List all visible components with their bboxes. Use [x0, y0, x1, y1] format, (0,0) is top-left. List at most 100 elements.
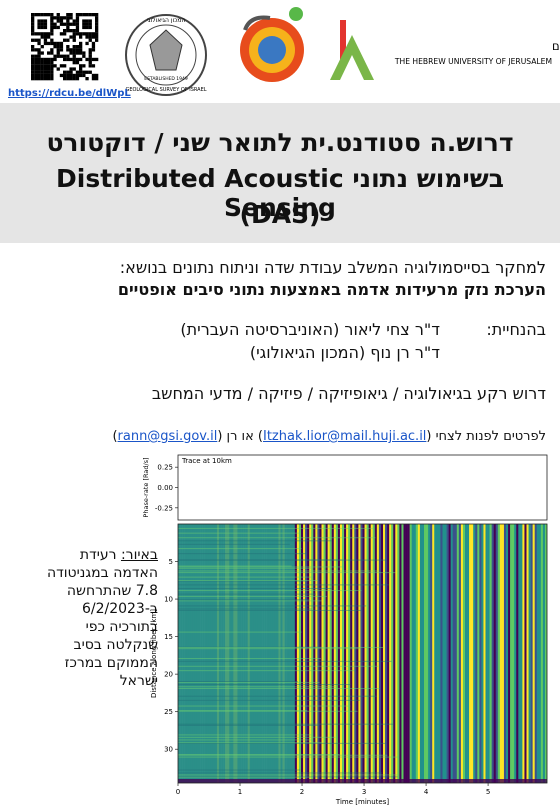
- qr-cell: [53, 64, 57, 68]
- qr-cell: [85, 32, 89, 36]
- heatmap-column: [415, 524, 419, 783]
- qr-cell: [95, 57, 99, 62]
- qr-cell: [63, 29, 67, 33]
- qr-cell: [56, 25, 60, 30]
- qr-cell: [79, 73, 83, 78]
- heatmap-column: [407, 524, 410, 783]
- x-tick-label: 2: [300, 788, 304, 796]
- email-link[interactable]: Itzhak.lior@mail.huji.ac.il: [262, 429, 427, 444]
- heatmap-streak: [178, 609, 361, 611]
- heatmap-column: [530, 524, 533, 783]
- heatmap-column: [268, 524, 271, 783]
- das-logo: [240, 7, 304, 82]
- qr-cell: [50, 77, 54, 81]
- heatmap-column: [180, 524, 183, 783]
- qr-cell: [66, 29, 70, 33]
- heatmap-column: [356, 524, 359, 783]
- qr-link[interactable]: https://rdcu.be/dlWpL: [8, 88, 131, 99]
- y-tick-label: 25: [164, 708, 173, 716]
- qr-cell: [75, 61, 80, 65]
- qr-cell: [37, 48, 41, 52]
- y-tick-label: 10: [164, 596, 173, 604]
- heatmap-column: [227, 524, 230, 783]
- qr-cell: [56, 67, 60, 71]
- heatmap-streak: [178, 688, 380, 690]
- qr-cell: [82, 51, 86, 55]
- heatmap-column: [479, 524, 482, 783]
- qr-cell: [95, 29, 99, 33]
- qr-cell: [88, 35, 92, 39]
- qr-cell: [37, 25, 41, 30]
- heatmap-column: [229, 524, 232, 783]
- qr-cell: [53, 25, 57, 30]
- qr-cell: [59, 16, 64, 20]
- qr-cell: [95, 13, 99, 17]
- qr-cell: [37, 73, 41, 78]
- qr-cell: [63, 38, 67, 42]
- heatmap-column: [303, 524, 306, 783]
- heatmap-column: [223, 524, 226, 783]
- heatmap-column: [458, 524, 462, 783]
- heatmap-column: [190, 524, 193, 783]
- qr-cell: [43, 22, 48, 26]
- heatmap-column: [510, 524, 513, 783]
- qr-cell: [66, 54, 70, 58]
- qr-cell: [40, 32, 44, 36]
- heatmap-streak: [178, 710, 308, 712]
- qr-cell: [40, 67, 44, 71]
- qr-cell: [34, 57, 38, 62]
- qr-cell: [69, 73, 73, 78]
- heatmap-streak: [178, 774, 398, 776]
- heatmap-column: [272, 524, 275, 783]
- qr-cell: [88, 70, 92, 74]
- heatmap-column: [540, 524, 544, 783]
- qr-cell: [85, 35, 89, 39]
- email-link[interactable]: rann@gsi.gov.il: [117, 429, 218, 444]
- heatmap-column: [399, 524, 402, 783]
- heatmap-column: [346, 524, 349, 783]
- qr-cell: [47, 70, 51, 74]
- heatmap-column: [178, 524, 181, 783]
- heatmap-streak: [178, 756, 398, 758]
- qr-cell: [31, 61, 35, 65]
- heatmap-column: [493, 524, 497, 783]
- heatmap-streak: [178, 686, 337, 688]
- huji-name-he: האוניברסיטה העברית בירושלים: [552, 39, 560, 53]
- heatmap-column: [305, 524, 308, 783]
- heatmap-streak: [178, 543, 290, 545]
- heatmap-streak: [178, 559, 342, 561]
- qr-cell: [43, 32, 48, 36]
- qr-cell: [56, 19, 60, 23]
- heatmap-column: [331, 524, 335, 783]
- qr-cell: [40, 64, 44, 68]
- heatmap-column: [307, 524, 310, 783]
- qr-cell: [40, 22, 44, 26]
- qr-cell: [82, 32, 86, 36]
- heatmap-streak: [178, 600, 322, 602]
- qr-cell: [88, 51, 92, 55]
- heatmap-column: [280, 524, 283, 783]
- qr-cell: [47, 67, 51, 71]
- qr-cell: [43, 67, 48, 71]
- qr-cell: [37, 57, 41, 62]
- x-tick-label: 3: [362, 788, 366, 796]
- heatmap-column: [262, 524, 265, 783]
- heatmap-column: [364, 524, 367, 783]
- heatmap-column: [208, 524, 212, 783]
- qr-cell: [56, 41, 60, 46]
- heatmap-column: [342, 524, 345, 783]
- heatmap-column: [411, 524, 415, 783]
- qr-cell: [37, 19, 41, 23]
- qr-cell: [79, 13, 83, 17]
- qr-cell: [31, 70, 35, 74]
- heatmap-column: [333, 524, 337, 783]
- qr-cell: [53, 57, 57, 62]
- heatmap-streak: [178, 742, 323, 744]
- background: דרוש רקע בגיאולוגיה / גיאופיזיקה / פיזיק…: [151, 384, 546, 403]
- qr-cell: [34, 70, 38, 74]
- qr-cell: [59, 32, 64, 36]
- heatmap-column: [401, 524, 404, 783]
- qr-cell: [59, 73, 64, 78]
- y-axis-label: Distance along fiber [km]: [150, 609, 158, 698]
- qr-cell: [75, 45, 80, 49]
